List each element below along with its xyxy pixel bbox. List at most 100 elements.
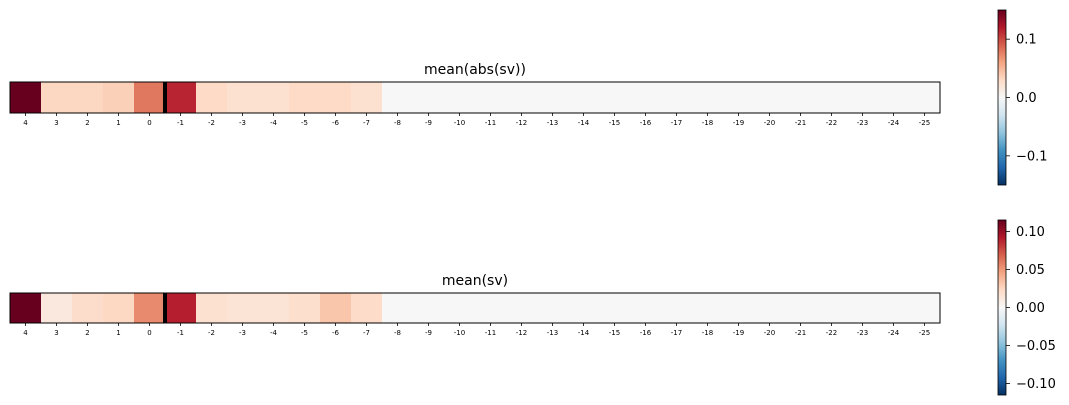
heatmap-cell: [227, 293, 259, 323]
x-tick-label: -17: [671, 119, 682, 127]
x-tick-label: -4: [270, 119, 278, 127]
colorbar-tick-label: 0.10: [1016, 225, 1045, 240]
x-tick-label: 4: [23, 329, 28, 337]
colorbar-gradient: [997, 219, 1007, 396]
colorbar-tick-label: −0.10: [1016, 377, 1056, 392]
x-tick-label: -21: [795, 119, 806, 127]
colorbar-ticks: 0.10 0.05 0.00 −0.05 −0.10: [1006, 225, 1056, 392]
x-tick-label: -12: [516, 329, 527, 337]
heatmap-cell: [103, 293, 135, 323]
x-tick-label: -25: [919, 119, 930, 127]
x-tick-label: -19: [733, 329, 744, 337]
x-tick-label: -3: [239, 329, 246, 337]
heatmap-cell: [661, 82, 693, 113]
x-tick-label: 0: [147, 119, 151, 127]
colorbar-tick-label: 0.1: [1016, 33, 1037, 48]
colorbar-tick-label: 0.0: [1016, 91, 1037, 106]
heatmap-cell: [289, 293, 321, 323]
heatmap-cell: [382, 293, 414, 323]
x-tick-label: -11: [485, 329, 496, 337]
heatmap-cell: [630, 293, 662, 323]
heatmap-cell: [909, 82, 941, 113]
x-tick-label: 1: [116, 119, 120, 127]
x-tick-label: -8: [394, 119, 401, 127]
heatmap-cell: [444, 293, 476, 323]
x-tick-label: 3: [54, 329, 58, 337]
heatmap-cell: [227, 82, 259, 113]
x-tick-label: -1: [177, 329, 184, 337]
x-tick-label: 2: [85, 119, 89, 127]
heatmap-cell: [444, 82, 476, 113]
x-tick-label: -13: [547, 329, 558, 337]
heatmap-cell: [785, 82, 817, 113]
heatmap-cell: [320, 293, 352, 323]
colorbar-tick-label: −0.05: [1016, 339, 1056, 354]
x-tick-label: -22: [826, 119, 837, 127]
heatmap-cell: [723, 82, 755, 113]
x-tick-labels: 4 3 2 1 0 -1 -2 -3 -4 -5 -6 -7 -8 -9 -10 -11 -12 -13 -14 -1…: [23, 323, 930, 337]
heatmap-cell: [475, 293, 507, 323]
heatmap-cell: [289, 82, 321, 113]
x-tick-label: -18: [702, 119, 713, 127]
colorbar-abs: 0.1 0.0 −0.1: [997, 9, 1048, 186]
x-tick-label: 4: [23, 119, 28, 127]
x-tick-label: -16: [640, 119, 652, 127]
heatmap-cell: [72, 82, 104, 113]
colorbar-tick-label: −0.1: [1016, 149, 1048, 164]
heatmap-cell: [258, 293, 290, 323]
heatmap-cell: [413, 82, 445, 113]
heatmap-cell: [258, 82, 290, 113]
x-tick-label: -16: [640, 329, 652, 337]
colorbar-tick-label: 0.05: [1016, 263, 1045, 278]
heatmap-cell: [72, 293, 104, 323]
chart-title: mean(sv): [442, 273, 508, 289]
heatmap-cells: [10, 293, 941, 323]
x-tick-label: -4: [270, 329, 278, 337]
plot-frame: [9, 292, 941, 324]
heatmap-cell: [320, 82, 352, 113]
heatmap-cell: [785, 293, 817, 323]
heatmap-cell: [816, 293, 848, 323]
heatmap-cell: [692, 82, 724, 113]
x-tick-label: -7: [363, 119, 370, 127]
chart-title: mean(abs(sv)): [424, 62, 526, 78]
heatmap-cell: [475, 82, 507, 113]
plot-frame: [9, 81, 941, 114]
x-tick-label: -12: [516, 119, 527, 127]
x-tick-label: -2: [208, 119, 215, 127]
heatmap-cell: [537, 293, 569, 323]
heatmap-cell: [568, 293, 600, 323]
colorbar-mean: 0.10 0.05 0.00 −0.05 −0.10: [997, 219, 1056, 396]
x-tick-label: -2: [208, 329, 215, 337]
heatmap-panel-mean: mean(sv) 4 3 2 1 0 -1 -2 -3 -4 -5 -6 -7 -8 -9 -10 -11 -1…: [9, 273, 941, 337]
x-tick-label: -5: [301, 329, 308, 337]
x-tick-label: -6: [332, 119, 340, 127]
heatmap-cell: [692, 293, 724, 323]
heatmap-cell: [723, 293, 755, 323]
heatmap-cell: [382, 82, 414, 113]
heatmap-cell: [41, 293, 73, 323]
heatmap-cell: [630, 82, 662, 113]
heatmap-cell: [103, 82, 135, 113]
x-tick-label: -9: [425, 329, 432, 337]
heatmap-cell: [165, 82, 197, 113]
heatmap-cell: [847, 82, 879, 113]
heatmap-cell: [10, 293, 42, 323]
heatmap-cell: [134, 293, 166, 323]
heatmap-cell: [134, 82, 166, 113]
heatmap-cells: [10, 82, 941, 113]
x-tick-label: -5: [301, 119, 308, 127]
x-tick-label: -7: [363, 329, 370, 337]
x-tick-label: 3: [54, 119, 58, 127]
x-tick-label: -17: [671, 329, 682, 337]
colorbar-ticks: 0.1 0.0 −0.1: [1006, 33, 1048, 164]
heatmap-cell: [413, 293, 445, 323]
heatmap-panel-abs: mean(abs(sv)) 4 3 2 1 0 -1 -2 -3 -4 -5 -6 -7 -8 -9 -10…: [9, 62, 941, 127]
heatmap-cell: [754, 82, 786, 113]
x-tick-label: 0: [147, 329, 151, 337]
x-tick-label: -21: [795, 329, 806, 337]
x-tick-label: -1: [177, 119, 184, 127]
heatmap-cell: [661, 293, 693, 323]
x-tick-label: -23: [857, 119, 868, 127]
